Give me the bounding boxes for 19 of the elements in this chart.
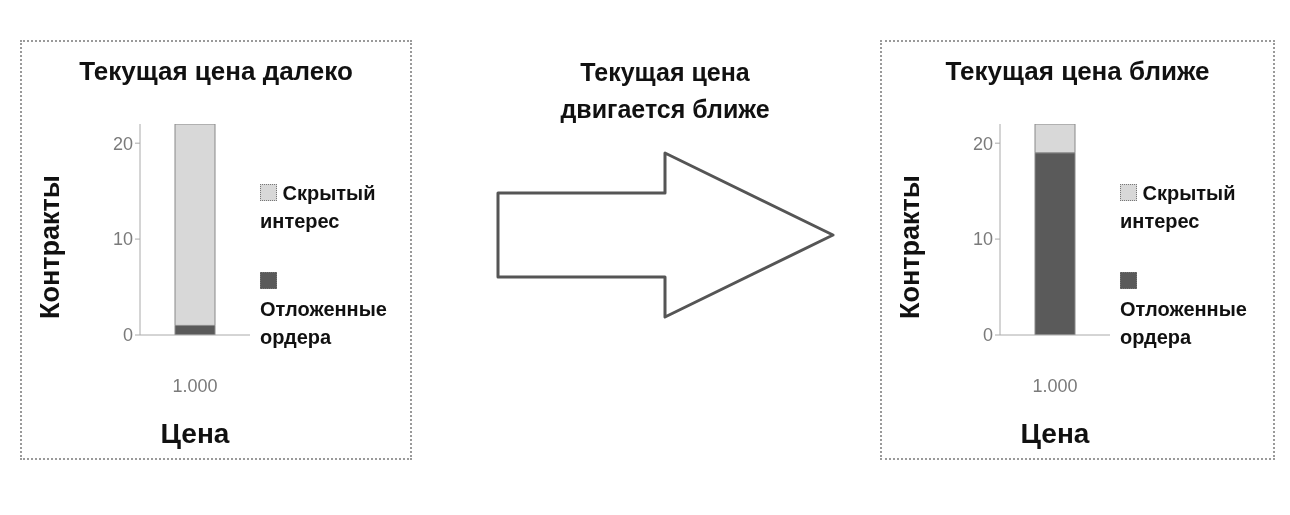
y-tick-label: 10	[972, 229, 993, 250]
x-tick-label: 1.000	[1032, 375, 1078, 396]
y-axis-title: Контракты	[894, 175, 926, 319]
x-axis-title: Цена	[160, 418, 230, 450]
x-tick-label: 1.000	[172, 375, 218, 396]
chart-title: Текущая цена далеко	[78, 56, 354, 87]
y-tick-label: 20	[972, 133, 993, 154]
chart-title: Текущая цена ближе	[944, 56, 1211, 87]
y-tick-label: 0	[982, 325, 993, 346]
text: Текущая цена двигается ближе	[559, 57, 771, 125]
y-tick-label: 20	[112, 133, 133, 154]
y-tick-label: 0	[122, 325, 133, 346]
legend-label: Скрытый интерес	[1120, 182, 1236, 232]
text: Отложенные ордера	[260, 298, 387, 348]
text: Отложенные ордера	[1120, 298, 1247, 348]
legend-label: Скрытый интерес	[260, 182, 376, 232]
y-axis-title: Контракты	[34, 175, 66, 319]
y-tick-label: 10	[112, 229, 133, 250]
x-axis-title: Цена	[1020, 418, 1090, 450]
